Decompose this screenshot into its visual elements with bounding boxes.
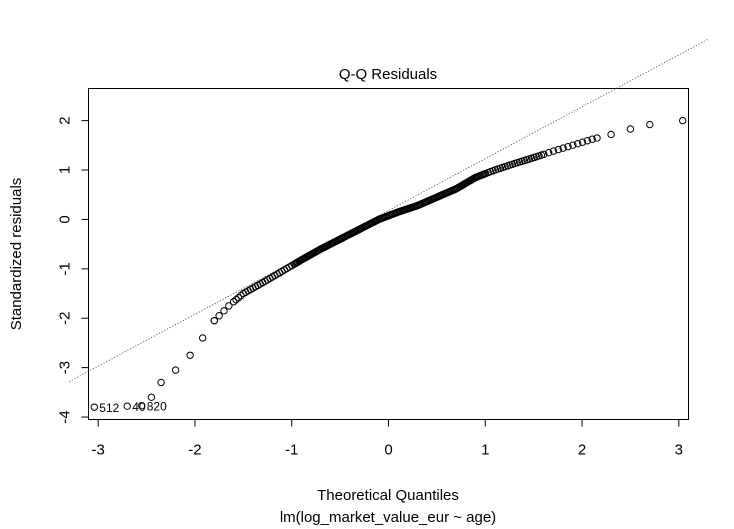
residual-point [234,293,243,302]
residual-point [626,125,635,133]
point-label: 512 [99,401,119,415]
x-tick-label: -3 [92,442,105,459]
y-tick-label: 1 [56,166,73,174]
residual-point [171,366,180,374]
x-tick-label: 2 [578,442,586,459]
residual-point [646,120,654,129]
y-tick-label: -2 [56,312,73,325]
residual-point [90,403,99,411]
residual-point [220,307,228,315]
residual-point [147,393,156,401]
residual-point [573,139,582,148]
x-tick-label: 0 [384,442,392,459]
residual-point [593,134,601,142]
residual-point [229,298,238,306]
residual-point [237,291,245,300]
residual-point [678,116,687,125]
x-tick-label: -1 [285,442,298,459]
model-formula: lm(log_market_value_eur ~ age) [280,509,496,526]
residual-point [607,130,615,139]
y-tick-label: -1 [56,262,73,275]
residual-point [588,135,596,143]
y-tick-label: -3 [56,361,73,374]
residual-point [549,147,558,155]
residual-point [123,402,131,410]
residual-point [138,401,146,410]
x-tick-label: 3 [675,442,683,459]
x-axis-title: Theoretical Quantiles [317,487,459,504]
outlier-labels: 512 40 820 [99,400,167,415]
residual-point [157,378,165,387]
residual-point [215,312,223,320]
residual-point [540,150,548,158]
residual-point [225,302,233,310]
residual-points [90,116,687,411]
residual-point [210,316,219,325]
y-tick-label: 2 [56,116,73,124]
residual-point [198,334,207,342]
residual-point [232,295,240,304]
residual-point [559,144,567,152]
x-tick-label: 1 [481,442,489,459]
point-label: 40 [132,400,146,414]
y-axis-title: Standardized residuals [8,178,25,331]
y-tick-label: 0 [56,215,73,223]
point-label: 820 [147,400,167,414]
residual-point [578,138,587,146]
y-axis: -4 -3 -2 -1 0 1 2 [56,116,89,424]
residual-point [544,148,553,157]
residual-point [564,142,572,151]
x-tick-label: -2 [188,442,201,459]
y-tick-label: -4 [56,410,73,423]
qq-reference-line [68,38,709,383]
residual-point [554,145,563,154]
residual-point [186,351,194,359]
residual-point [569,141,577,149]
residual-point [583,137,592,145]
chart-title: Q-Q Residuals [339,66,437,83]
x-axis: -3 -2 -1 0 1 2 3 [92,419,683,459]
